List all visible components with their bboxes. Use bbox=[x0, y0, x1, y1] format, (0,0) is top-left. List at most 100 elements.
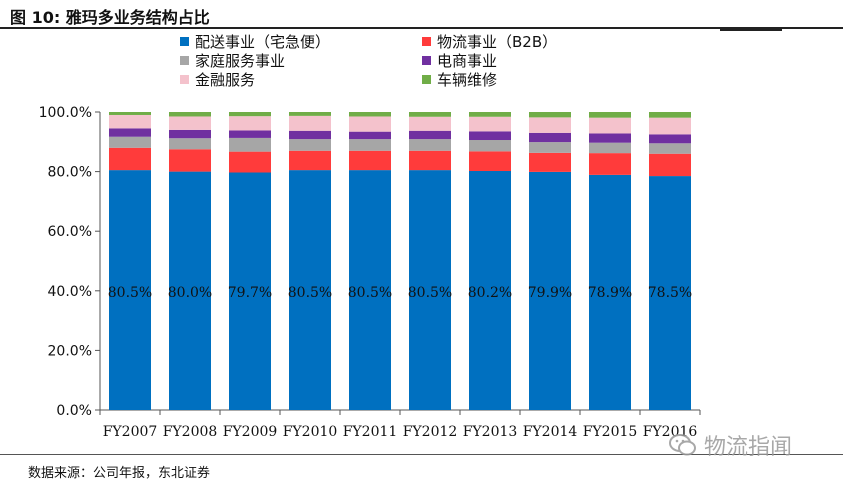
x-tick-label: FY2009 bbox=[223, 424, 278, 440]
legend-swatch bbox=[180, 56, 189, 65]
data-label: 80.5% bbox=[288, 285, 332, 301]
bar-segment bbox=[229, 130, 271, 138]
bar-segment bbox=[649, 117, 691, 135]
legend-swatch bbox=[422, 37, 431, 46]
legend-label: 配送事业（宅急便） bbox=[195, 33, 330, 51]
data-label: 80.5% bbox=[408, 285, 452, 301]
bar-segment bbox=[349, 139, 391, 151]
legend-label: 金融服务 bbox=[195, 71, 255, 89]
bar-segment bbox=[469, 140, 511, 152]
bar-segment bbox=[469, 112, 511, 117]
x-tick-label: FY2010 bbox=[283, 424, 338, 440]
bar-segment bbox=[649, 143, 691, 154]
bar-segment bbox=[229, 151, 271, 173]
bar-segment bbox=[229, 112, 271, 117]
bar-segment bbox=[589, 153, 631, 175]
data-label: 78.9% bbox=[588, 285, 632, 301]
data-label: 79.7% bbox=[228, 285, 272, 301]
source-rule bbox=[0, 454, 843, 455]
bar-segment bbox=[169, 149, 211, 172]
bar-segment bbox=[229, 137, 271, 152]
x-tick-label: FY2007 bbox=[103, 424, 158, 440]
bar-segment bbox=[649, 153, 691, 177]
data-label: 79.9% bbox=[528, 285, 572, 301]
legend-label: 电商事业 bbox=[437, 52, 497, 70]
bar-segment bbox=[109, 136, 151, 148]
y-tick-label: 0.0% bbox=[56, 403, 92, 419]
data-label: 78.5% bbox=[648, 285, 692, 301]
bar-segment bbox=[529, 117, 571, 133]
bar-segment bbox=[349, 131, 391, 140]
bar-segment bbox=[109, 114, 151, 129]
bar-segment bbox=[409, 112, 451, 117]
x-tick-label: FY2012 bbox=[403, 424, 458, 440]
data-label: 80.5% bbox=[348, 285, 392, 301]
y-tick-label: 100.0% bbox=[39, 105, 92, 121]
x-tick-label: FY2014 bbox=[523, 424, 578, 440]
bar-segment bbox=[529, 142, 571, 153]
bar-segment bbox=[529, 171, 571, 410]
bar-segment bbox=[589, 142, 631, 154]
bar-segment bbox=[649, 134, 691, 144]
bar-segment bbox=[589, 117, 631, 134]
bar-segment bbox=[469, 116, 511, 132]
bar-segment bbox=[409, 130, 451, 140]
bar-segment bbox=[169, 112, 211, 117]
wechat-icon bbox=[669, 434, 696, 456]
bar-segment bbox=[409, 139, 451, 151]
bar-segment bbox=[229, 116, 271, 131]
bar-segment bbox=[409, 170, 451, 410]
bar-segment bbox=[349, 112, 391, 117]
legend-label: 车辆维修 bbox=[437, 71, 497, 89]
y-tick-label: 60.0% bbox=[48, 224, 92, 240]
bar-segment bbox=[109, 128, 151, 137]
legend-label: 物流事业（B2B） bbox=[437, 33, 557, 51]
x-tick-label: FY2015 bbox=[583, 424, 638, 440]
figure-title: 图 10: 雅玛多业务结构占比 bbox=[10, 8, 210, 27]
bar-segment bbox=[469, 131, 511, 141]
bar-segment bbox=[289, 112, 331, 116]
data-label: 80.5% bbox=[108, 285, 152, 301]
bar-segment bbox=[229, 172, 271, 410]
bar-segment bbox=[529, 152, 571, 172]
y-tick-label: 20.0% bbox=[48, 343, 92, 359]
bar-segment bbox=[289, 170, 331, 410]
data-label: 80.0% bbox=[168, 285, 212, 301]
bar-segment bbox=[169, 138, 211, 150]
y-tick-label: 40.0% bbox=[48, 284, 92, 300]
legend-label: 家庭服务事业 bbox=[195, 52, 285, 70]
bar-segment bbox=[289, 139, 331, 151]
bar-segment bbox=[649, 112, 691, 118]
bar-segment bbox=[529, 112, 571, 118]
bar-segment bbox=[169, 116, 211, 130]
bar-segment bbox=[289, 150, 331, 171]
bar-segment bbox=[589, 112, 631, 118]
watermark-text: 物流指闻 bbox=[704, 435, 793, 460]
bar-segment bbox=[349, 170, 391, 410]
bar-segment bbox=[349, 150, 391, 171]
x-tick-label: FY2011 bbox=[343, 424, 398, 440]
bar-segment bbox=[529, 132, 571, 143]
bar-segment bbox=[409, 116, 451, 131]
corner-rule bbox=[720, 29, 782, 31]
title-rule bbox=[0, 27, 843, 29]
legend-swatch bbox=[422, 75, 431, 84]
bar-segment bbox=[349, 116, 391, 132]
bar-segment bbox=[169, 171, 211, 410]
bar-segment bbox=[289, 130, 331, 140]
bar-segment bbox=[469, 151, 511, 172]
bar-segment bbox=[289, 115, 331, 131]
bar-segment bbox=[589, 133, 631, 143]
data-label: 80.2% bbox=[468, 285, 512, 301]
watermark: 物流指闻 bbox=[668, 428, 828, 462]
x-tick-label: FY2013 bbox=[463, 424, 518, 440]
legend-swatch bbox=[180, 37, 189, 46]
bar-segment bbox=[589, 174, 631, 410]
bar-segment bbox=[109, 147, 151, 171]
legend-swatch bbox=[180, 75, 189, 84]
bar-segment bbox=[109, 170, 151, 410]
bar-segment bbox=[649, 176, 691, 410]
bar-segment bbox=[109, 112, 151, 115]
legend-swatch bbox=[422, 56, 431, 65]
